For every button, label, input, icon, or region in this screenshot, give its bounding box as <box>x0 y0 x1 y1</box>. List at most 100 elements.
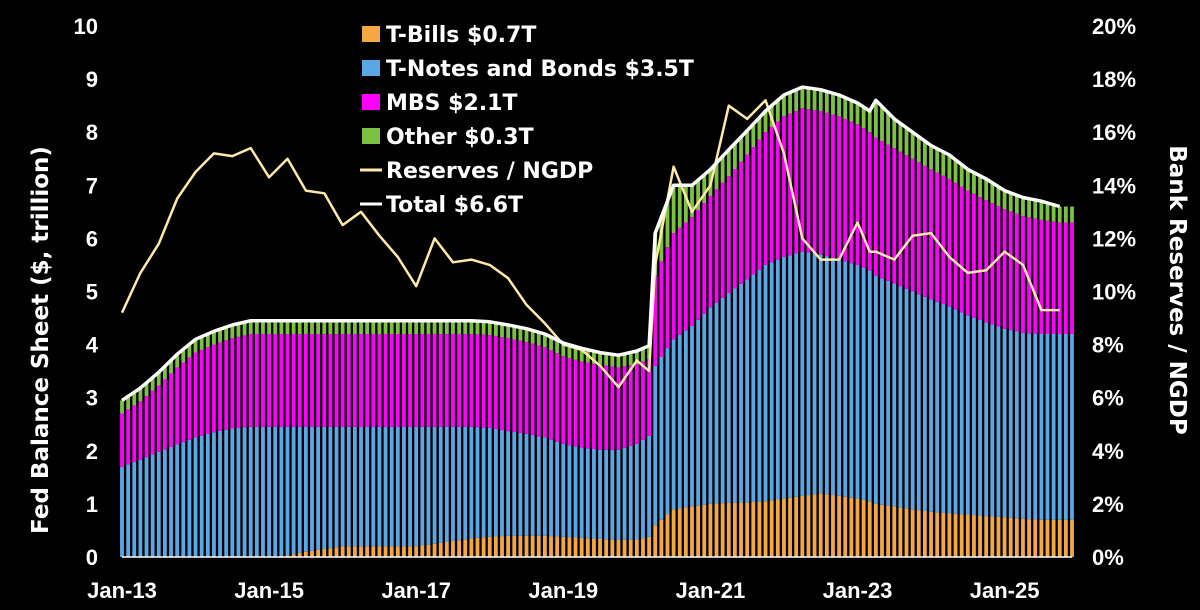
bar-segment <box>708 195 713 308</box>
bar-segment <box>763 110 768 133</box>
bar-segment <box>1033 333 1038 520</box>
bar-segment <box>181 349 186 363</box>
bar-segment <box>690 185 694 218</box>
bar-segment <box>132 392 137 406</box>
bar-segment <box>910 291 915 510</box>
bar-segment <box>248 320 253 334</box>
bar-segment <box>794 89 799 111</box>
bar-segment <box>426 426 431 545</box>
bar-segment <box>1033 199 1038 219</box>
bar-segment <box>395 333 400 427</box>
bar-segment <box>923 510 927 557</box>
bar-segment <box>886 280 891 506</box>
legend-label: Total $6.6T <box>386 193 523 218</box>
bar-segment <box>923 165 927 297</box>
bar-segment <box>254 426 259 557</box>
bar-segment <box>886 144 891 281</box>
bar-segment <box>824 112 829 257</box>
bar-segment <box>812 110 817 254</box>
bar-segment <box>224 327 229 341</box>
bar-segment <box>659 217 664 262</box>
bar-segment <box>622 447 627 540</box>
bar-segment <box>929 511 933 557</box>
bar-segment <box>665 201 670 248</box>
bar-segment <box>941 512 946 557</box>
bar-segment <box>1027 519 1031 557</box>
bar-segment <box>831 495 835 557</box>
bar-segment <box>371 546 376 557</box>
bar-segment <box>782 116 786 257</box>
bar-segment <box>972 515 976 557</box>
bar-segment <box>665 247 670 349</box>
bar-segment <box>500 323 504 338</box>
bar-segment <box>389 546 394 557</box>
bar-segment <box>322 426 327 550</box>
bar-segment <box>824 91 829 113</box>
bar-segment <box>984 516 989 557</box>
bar-segment <box>138 388 143 402</box>
y-tick-right: 12% <box>1092 226 1136 251</box>
bar-segment <box>873 137 878 276</box>
bar-segment <box>402 546 406 557</box>
bar-segment <box>438 320 443 334</box>
bar-segment <box>506 535 511 557</box>
bar-segment <box>757 139 762 270</box>
bar-segment <box>285 426 290 556</box>
bar-segment <box>267 426 271 557</box>
bar-segment <box>285 320 290 334</box>
bar-segment <box>978 196 982 320</box>
bar-segment <box>929 145 933 170</box>
bar-segment <box>984 322 989 517</box>
bar-segment <box>647 435 651 537</box>
bar-segment <box>745 130 750 155</box>
bar-segment <box>163 379 167 450</box>
bar-segment <box>733 169 737 289</box>
bar-segment <box>353 546 357 557</box>
legend-swatch <box>362 128 380 144</box>
bar-segment <box>475 334 480 428</box>
bar-segment <box>524 535 529 557</box>
bar-segment <box>322 549 327 557</box>
bar-segment <box>965 190 970 316</box>
bar-segment <box>549 350 553 440</box>
bar-segment <box>1002 328 1007 518</box>
bar-segment <box>763 132 768 265</box>
bar-segment <box>904 508 909 557</box>
bar-segment <box>205 347 210 434</box>
bar-segment <box>616 355 621 368</box>
x-tick: Jan-17 <box>381 578 451 603</box>
bar-segment <box>733 288 737 503</box>
bar-segment <box>690 326 694 507</box>
bar-segment <box>150 454 155 557</box>
bar-segment <box>1057 206 1062 223</box>
bar-segment <box>794 253 799 497</box>
bar-segment <box>849 263 854 498</box>
bar-segment <box>677 185 682 228</box>
bar-segment <box>573 346 578 360</box>
y-tick-right: 18% <box>1092 67 1136 92</box>
bar-segment <box>867 501 872 557</box>
y-tick-left: 5 <box>86 280 98 305</box>
y-tick-left: 2 <box>86 439 98 464</box>
bar-segment <box>144 382 149 397</box>
bar-segment <box>665 348 670 515</box>
bar-segment <box>408 320 412 334</box>
bar-segment <box>683 507 688 557</box>
bar-segment <box>788 255 792 498</box>
bar-segment <box>831 93 835 115</box>
bar-segment <box>248 333 253 427</box>
bar-segment <box>1014 331 1019 519</box>
bar-segment <box>1021 197 1025 217</box>
bar-segment <box>389 426 394 547</box>
bar-segment <box>303 426 308 552</box>
bar-segment <box>634 539 639 557</box>
bar-segment <box>659 356 664 520</box>
bar-segment <box>285 555 290 557</box>
bar-segment <box>218 342 222 431</box>
series-t-bills <box>273 493 1074 557</box>
bar-segment <box>365 426 370 547</box>
bar-segment <box>1070 222 1074 334</box>
bar-segment <box>696 210 701 320</box>
bar-segment <box>720 297 725 504</box>
bar-segment <box>751 274 756 502</box>
